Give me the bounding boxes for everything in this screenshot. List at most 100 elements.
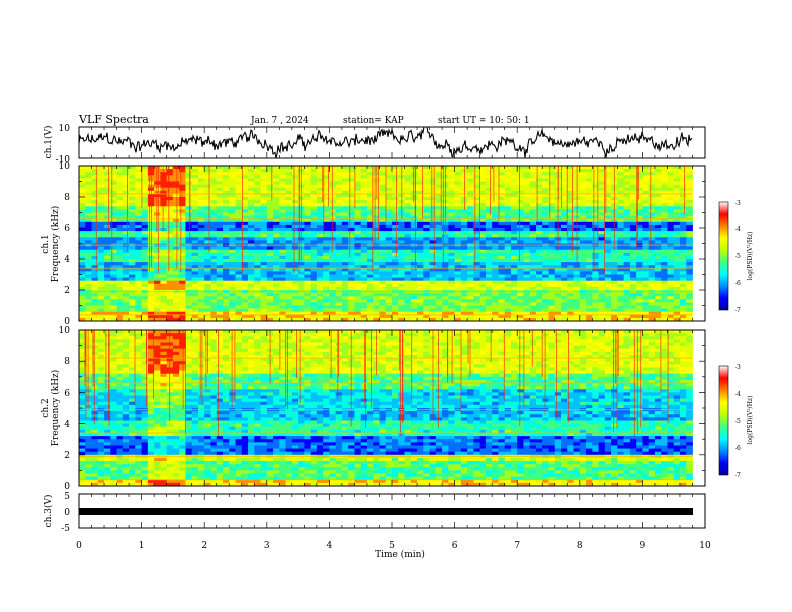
spectrogram-cell [204, 280, 211, 285]
spectrogram-cell [561, 169, 568, 173]
spectrogram-cell [216, 184, 224, 189]
spectrogram-cell [197, 218, 205, 223]
spectrogram-cell [561, 252, 568, 257]
spectrogram-cell [210, 311, 218, 316]
spectrogram-cell [122, 228, 130, 232]
spectrogram-cell [241, 283, 249, 288]
spectrogram-cell [354, 187, 362, 192]
spectrogram-cell [298, 274, 305, 278]
spectrogram-cell [648, 218, 656, 223]
spectrogram-cell [197, 262, 205, 266]
spectrogram-cell [185, 178, 193, 182]
spectrogram-cell [147, 299, 155, 303]
spectrogram-cell [379, 280, 387, 285]
spectrogram-cell [404, 197, 412, 201]
spectrogram-cell [385, 231, 393, 235]
spectrogram-cell [410, 296, 418, 300]
spectrogram-cell [623, 249, 631, 254]
spectrogram-cell [116, 209, 124, 213]
spectrogram-cell [479, 224, 487, 229]
spectrogram-cell [636, 224, 643, 229]
spectrogram-cell [473, 271, 481, 275]
spectrogram-cell [366, 175, 374, 179]
spectrogram-cell [423, 268, 430, 272]
spectrogram-cell [179, 299, 186, 303]
spectrogram-cell [592, 283, 599, 288]
spectrogram-cell [567, 246, 574, 251]
spectrogram-cell [210, 314, 218, 319]
spectrogram-cell [454, 280, 462, 285]
spectrogram-cell [329, 175, 337, 179]
spectrogram-cell [197, 246, 205, 251]
spectrogram-cell [273, 206, 280, 210]
spectrogram-cell [529, 296, 537, 300]
spectrogram-cell [160, 277, 168, 282]
spectrogram-cell [498, 274, 506, 278]
spectrogram-cell [172, 277, 180, 282]
spectrogram-cell [429, 317, 437, 322]
spectrogram-cell [398, 308, 405, 313]
spectrogram-cell [329, 308, 337, 313]
spectrogram-cell [467, 286, 474, 291]
spectrogram-cell [498, 175, 506, 179]
spectrogram-cell [229, 262, 236, 266]
spectrogram-cell [567, 305, 574, 309]
spectrogram-cell [279, 175, 286, 179]
spectrogram-cell [222, 311, 230, 316]
spectrogram-cell [604, 197, 612, 201]
spectrogram-cell [291, 231, 299, 235]
spectrogram-cell [492, 259, 499, 263]
spectrogram-cell [235, 187, 243, 192]
spectrogram-cell [141, 299, 149, 303]
spectrogram-cell [172, 172, 180, 176]
spectrogram-cell [310, 262, 318, 266]
spectrogram-cell [460, 262, 468, 266]
spectrogram-cell [216, 209, 224, 213]
spectrogram-cell [654, 283, 662, 288]
spectrogram-cell [254, 299, 261, 303]
spectrogram-cell [341, 172, 349, 176]
spectrogram-cell [485, 249, 493, 254]
spectrogram-cell [598, 268, 606, 272]
spectrogram-cell [122, 175, 130, 179]
spectrogram-cell [248, 175, 255, 179]
spectrogram-cell [285, 299, 293, 303]
spectrogram-cell [85, 178, 92, 182]
spectrogram-cell [254, 277, 261, 282]
spectrogram-cell [485, 317, 493, 322]
spectrogram-cell [379, 221, 387, 226]
spectrogram-cell [197, 314, 205, 319]
spectrogram-cell [392, 252, 399, 257]
spectrogram-cell [517, 172, 524, 176]
spectrogram-cell [561, 200, 568, 204]
spectrogram-cell [185, 283, 193, 288]
spectrogram-cell [354, 271, 362, 275]
spectrogram-cell [279, 296, 286, 300]
spectrogram-cell [329, 190, 337, 195]
spectrogram-cell [291, 296, 299, 300]
spectrogram-cell [204, 262, 211, 266]
spectrogram-cell [410, 314, 418, 319]
spectrogram-cell [91, 305, 99, 309]
spectrogram-cell [392, 175, 399, 179]
spectrogram-cell [266, 249, 274, 254]
spectrogram-cell [604, 255, 612, 260]
spectrogram-cell [79, 246, 86, 251]
spectrogram-cell [179, 218, 186, 223]
spectrogram-cell [611, 249, 618, 254]
spectrogram-cell [604, 234, 612, 238]
spectrogram-cell [492, 228, 499, 232]
spectrogram-cell [448, 212, 455, 216]
spectrogram-cell [567, 169, 574, 173]
spectrogram-cell [366, 224, 374, 229]
spectrogram-cell [485, 302, 493, 306]
spectrogram-cell [661, 175, 668, 179]
spectrogram-cell [667, 252, 675, 257]
spectrogram-cell [273, 262, 280, 266]
spectrogram-cell [97, 200, 105, 204]
spectrogram-cell [354, 246, 362, 251]
spectrogram-cell [166, 299, 174, 303]
spectrogram-cell [97, 299, 105, 303]
spectrogram-cell [604, 296, 612, 300]
spectrogram-cell [160, 265, 168, 269]
